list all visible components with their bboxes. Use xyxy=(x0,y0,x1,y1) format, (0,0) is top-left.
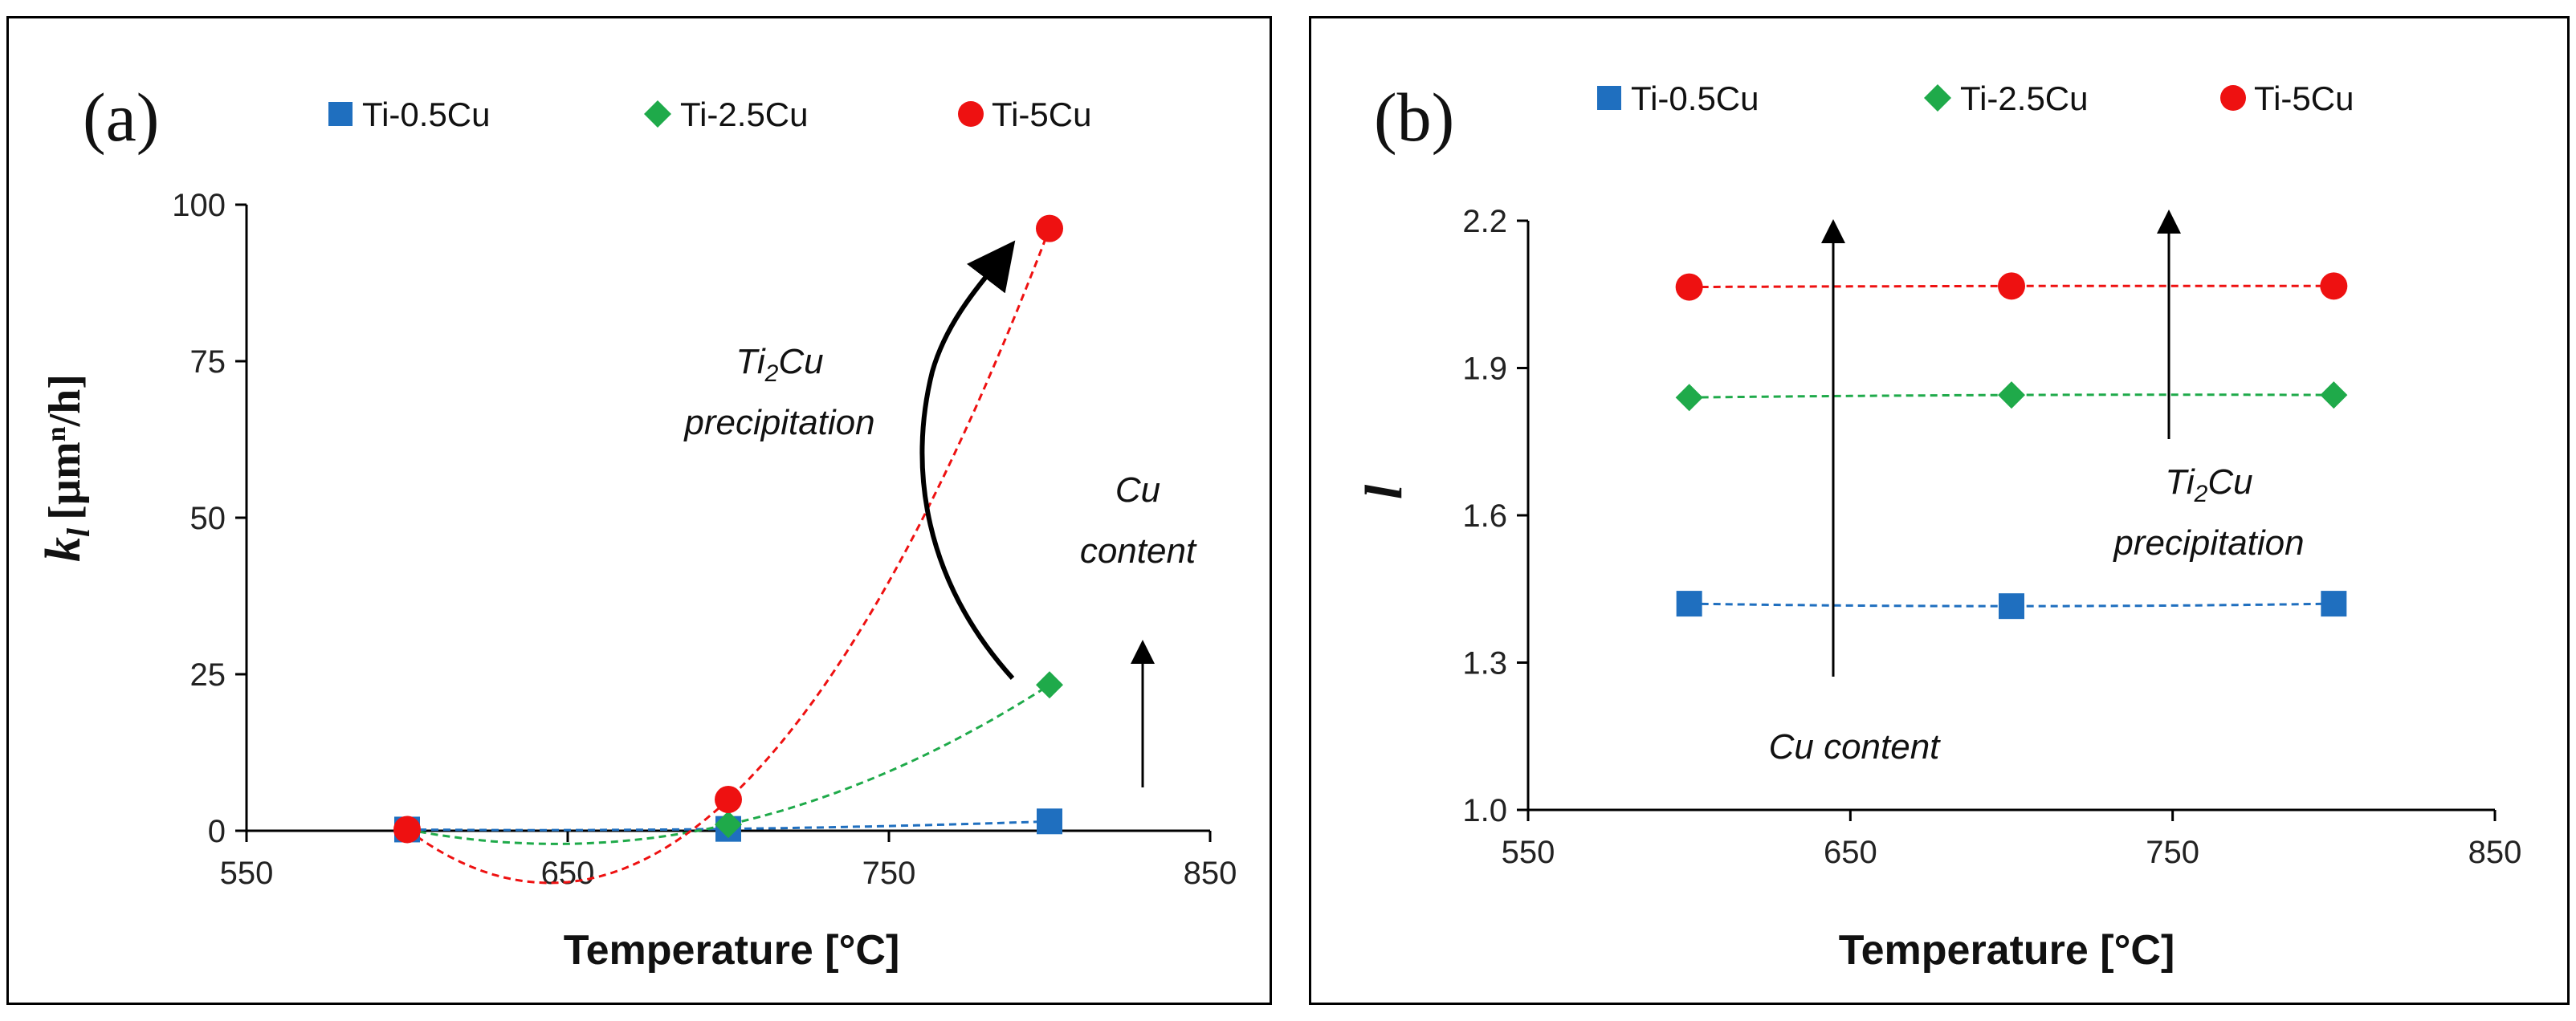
chart-panel-a: (a) Ti-0.5Cu Ti-2.5Cu Ti-5Cu kl[µmn/h] 5… xyxy=(6,16,1272,1005)
legend-a-marker-ti-5cu xyxy=(958,101,984,127)
x-tick-label-a: 550 xyxy=(220,856,274,891)
chart-b-svg: (b) Ti-0.5Cu Ti-2.5Cu Ti-5Cu l 550 650 750… xyxy=(1355,79,2521,974)
y-tick-label-b: 1.3 xyxy=(1462,646,1507,681)
axes-b: 550 650 750 850 1.0 1.3 1.6 1.9 2.2 xyxy=(1462,204,2521,870)
panel-label-a: (a) xyxy=(83,79,159,156)
data-point-ti-2-5cu-b xyxy=(1675,384,1703,412)
legend-a-marker-ti-25cu xyxy=(644,100,671,128)
precipitation-arrow-a xyxy=(919,240,1016,681)
y-tick-label-b: 1.0 xyxy=(1462,793,1507,828)
y-tick-label-a: 75 xyxy=(190,344,226,380)
legend-a-label-ti-05cu: Ti-0.5Cu xyxy=(362,96,491,133)
chart-a-svg: (a) Ti-0.5Cu Ti-2.5Cu Ti-5Cu kl[µmn/h] 5… xyxy=(36,79,1237,974)
y-tick-label-a: 100 xyxy=(172,188,226,223)
legend-b-marker-ti-05cu xyxy=(1597,86,1621,110)
data-point-ti-0-5cu-b xyxy=(1999,593,2024,620)
y-tick-label-b: 2.2 xyxy=(1462,204,1507,239)
data-point-ti-0-5cu-a xyxy=(1037,808,1062,835)
x-tick-label-a: 850 xyxy=(1184,856,1237,891)
chart-panel-b: (b) Ti-0.5Cu Ti-2.5Cu Ti-5Cu l 550 650 750… xyxy=(1309,16,2570,1005)
y-tick-label-a: 0 xyxy=(208,814,226,849)
cu-content-annotation-a-line1: Cu xyxy=(1115,470,1160,510)
x-tick-label-a: 750 xyxy=(862,856,916,891)
legend-b-marker-ti-25cu xyxy=(1924,84,1951,112)
data-point-ti-2-5cu-b xyxy=(1998,381,2025,409)
x-axis-label-b: Temperature [°C] xyxy=(1839,927,2175,974)
legend-b-label-ti-5cu: Ti-5Cu xyxy=(2254,79,2354,117)
precipitation-annotation-b-line1: Ti2Cu xyxy=(2165,462,2252,507)
trendline-ti-0-5cu-a xyxy=(406,820,1050,832)
legend-b: Ti-0.5Cu Ti-2.5Cu Ti-5Cu xyxy=(1597,79,2354,117)
data-point-ti-2-5cu-b xyxy=(2320,381,2348,409)
cu-content-annotation-b: Cu content xyxy=(1769,727,1942,767)
legend-a-label-ti-5cu: Ti-5Cu xyxy=(992,96,1091,133)
x-tick-label-b: 850 xyxy=(2468,835,2522,870)
precipitation-annotation-a-line1: Ti2Cu xyxy=(736,342,823,387)
cu-content-annotation-a-line2: content xyxy=(1080,531,1197,571)
data-point-ti-5cu-a xyxy=(715,786,742,813)
trendlines-a xyxy=(406,228,1051,885)
axes-a: 550 650 750 850 0 25 50 75 100 xyxy=(172,188,1237,891)
trendline-ti-5cu-b xyxy=(1689,284,2334,289)
legend-b-label-ti-25cu: Ti-2.5Cu xyxy=(1960,79,2089,117)
panel-label-b: (b) xyxy=(1374,79,1454,156)
x-axis-label-a: Temperature [°C] xyxy=(564,927,900,974)
trendline-ti-2-5cu-b xyxy=(1689,393,2334,399)
legend-a-label-ti-25cu: Ti-2.5Cu xyxy=(680,96,809,133)
data-point-ti-5cu-b xyxy=(1998,272,2025,300)
x-tick-label-a: 650 xyxy=(541,856,595,891)
data-point-ti-2-5cu-a xyxy=(715,811,742,839)
trendline-ti-0-5cu-b xyxy=(1689,602,2334,608)
y-tick-label-b: 1.9 xyxy=(1462,352,1507,387)
data-points-b xyxy=(1675,272,2348,620)
x-tick-label-b: 750 xyxy=(2146,835,2199,870)
legend-b-marker-ti-5cu xyxy=(2220,85,2246,111)
x-tick-label-b: 650 xyxy=(1824,835,1877,870)
y-tick-label-a: 50 xyxy=(190,501,226,536)
legend-a-marker-ti-05cu xyxy=(328,102,353,126)
x-tick-label-b: 550 xyxy=(1502,835,1555,870)
precipitation-annotation-a-line2: precipitation xyxy=(683,403,874,442)
legend-b-label-ti-05cu: Ti-0.5Cu xyxy=(1631,79,1759,117)
data-point-ti-5cu-a xyxy=(1036,214,1063,242)
y-tick-label-b: 1.6 xyxy=(1462,498,1507,534)
data-point-ti-2-5cu-a xyxy=(1036,671,1063,699)
precipitation-annotation-b-line2: precipitation xyxy=(2112,523,2304,563)
data-point-ti-5cu-a xyxy=(393,816,421,844)
legend-a: Ti-0.5Cu Ti-2.5Cu Ti-5Cu xyxy=(328,96,1091,133)
data-point-ti-0-5cu-b xyxy=(1676,591,1702,617)
y-axis-label-a: kl[µmn/h] xyxy=(36,374,96,562)
data-point-ti-5cu-b xyxy=(1675,273,1703,301)
trendlines-b xyxy=(1689,284,2334,608)
y-tick-label-a: 25 xyxy=(190,657,226,693)
data-point-ti-0-5cu-b xyxy=(2321,591,2347,617)
data-points-a xyxy=(393,214,1063,844)
y-axis-label-b: l xyxy=(1355,484,1413,499)
data-point-ti-5cu-b xyxy=(2320,272,2348,300)
